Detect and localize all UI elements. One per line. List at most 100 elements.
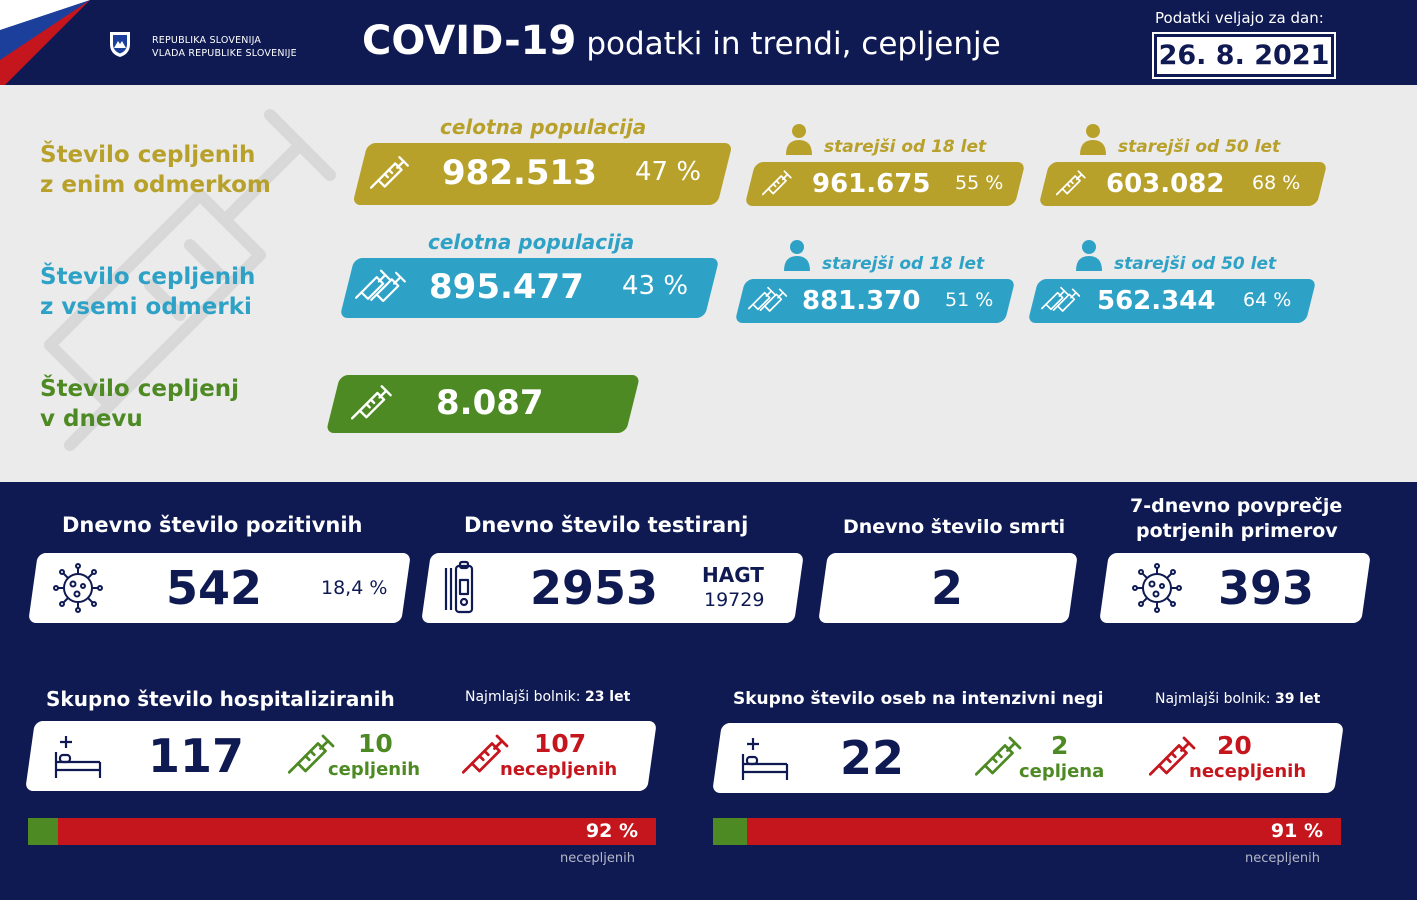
icu-unvaccinated-segment — [747, 818, 1341, 845]
title-bold: COVID-19 — [362, 18, 577, 64]
all-doses-age50-caption: starejši od 50 let — [1114, 254, 1277, 274]
one-dose-total-value: 982.513 — [442, 153, 597, 193]
government-name: REPUBLIKA SLOVENIJA — [152, 35, 262, 46]
one-dose-age18-pill: 961.675 55 % — [744, 162, 1026, 206]
flag-icon — [0, 0, 90, 90]
hospital-bed-icon — [52, 732, 104, 780]
tests-hagt-label: HAGT — [702, 563, 764, 587]
syringe-icon — [748, 284, 788, 318]
all-doses-age18-value: 881.370 — [802, 286, 921, 316]
daily-label-line1: Število cepljenj — [40, 376, 240, 402]
positives-card: 542 18,4 % — [28, 553, 411, 623]
one-dose-total-pill: 982.513 47 % — [352, 143, 733, 205]
syringe-icon — [351, 382, 395, 426]
one-dose-age50-pct: 68 % — [1252, 172, 1301, 194]
government-subtitle: VLADA REPUBLIKE SLOVENIJE — [152, 48, 297, 59]
hospital-unvaccinated-label: necepljenih — [500, 759, 618, 780]
avg7-value: 393 — [1218, 561, 1315, 615]
hospital-unvaccinated-segment — [58, 818, 656, 845]
page-title: COVID-19 podatki in trendi, cepljenje — [362, 18, 1001, 64]
one-dose-total-caption: celotna populacija — [440, 115, 647, 139]
person-icon — [782, 239, 812, 271]
hospital-vaccinated-value: 10 — [358, 729, 393, 758]
positives-pct: 18,4 % — [321, 577, 388, 599]
icu-label: Skupno število oseb na intenzivni negi — [733, 689, 1104, 709]
icu-share-bar: 91 % — [713, 818, 1341, 845]
all-doses-age18-pill: 881.370 51 % — [734, 279, 1016, 323]
virus-icon — [1132, 563, 1182, 613]
icu-vaccinated-segment — [713, 818, 747, 845]
icu-youngest: Najmlajši bolnik: 39 let — [1155, 691, 1320, 707]
daily-value: 8.087 — [436, 383, 544, 423]
hospital-youngest-value: 23 let — [584, 689, 631, 705]
virus-icon — [53, 563, 103, 613]
header: REPUBLIKA SLOVENIJA VLADA REPUBLIKE SLOV… — [0, 0, 1417, 90]
deaths-label: Dnevno število smrti — [843, 516, 1066, 538]
syringe-icon — [975, 733, 1025, 783]
person-icon — [1074, 239, 1104, 271]
syringe-icon — [355, 266, 407, 310]
avg7-label-line2: potrjenih primerov — [1136, 520, 1338, 542]
background-syringe-icon — [44, 109, 336, 451]
all-doses-total-pct: 43 % — [622, 271, 689, 301]
icu-unvaccinated-label: necepljenih — [1189, 761, 1307, 782]
test-kit-icon — [442, 559, 486, 617]
one-dose-age18-caption: starejši od 18 let — [824, 137, 987, 157]
icu-bar-caption: necepljenih — [1245, 851, 1320, 866]
tests-hagt-value: 19729 — [704, 589, 765, 611]
syringe-icon — [1056, 168, 1088, 200]
deaths-value: 2 — [931, 561, 964, 615]
title-rest: podatki in trendi, cepljenje — [586, 26, 1001, 62]
hospital-bed-icon — [739, 734, 791, 782]
hospital-vaccinated-label: cepljenih — [328, 759, 421, 780]
daily-label-line2: v dnevu — [40, 406, 143, 432]
hospital-share-bar: 92 % — [28, 818, 656, 845]
icu-youngest-value: 39 let — [1274, 691, 1321, 707]
positives-label: Dnevno število pozitivnih — [62, 513, 363, 537]
coat-of-arms-icon — [110, 32, 130, 57]
one-dose-label-line2: z enim odmerkom — [40, 172, 271, 198]
icu-vaccinated-value: 2 — [1051, 731, 1069, 760]
all-doses-age18-pct: 51 % — [945, 289, 994, 311]
all-doses-age50-value: 562.344 — [1097, 286, 1216, 316]
hospital-bar-caption: necepljenih — [560, 851, 635, 866]
one-dose-age50-caption: starejši od 50 let — [1118, 137, 1281, 157]
all-doses-total-value: 895.477 — [429, 267, 584, 307]
hospital-vaccinated-segment — [28, 818, 58, 845]
icu-unvaccinated-value: 20 — [1217, 731, 1252, 760]
icu-card: 22 2 cepljena 20 necepljenih — [712, 723, 1344, 793]
one-dose-total-pct: 47 % — [635, 157, 702, 187]
tests-card: 2953 HAGT 19729 — [421, 553, 804, 623]
one-dose-age18-pct: 55 % — [955, 172, 1004, 194]
icu-youngest-label: Najmlajši bolnik: — [1155, 691, 1271, 707]
all-doses-label-line1: Število cepljenih — [40, 264, 256, 290]
hospital-total: 117 — [148, 729, 245, 783]
hospital-label: Skupno število hospitaliziranih — [46, 687, 395, 711]
person-icon — [1078, 123, 1108, 155]
all-doses-age18-caption: starejši od 18 let — [822, 254, 985, 274]
syringe-icon — [762, 168, 794, 200]
icu-total: 22 — [840, 731, 905, 785]
hospital-youngest: Najmlajši bolnik: 23 let — [465, 689, 630, 705]
tests-label: Dnevno število testiranj — [464, 513, 749, 537]
hospital-youngest-label: Najmlajši bolnik: — [465, 689, 581, 705]
date-badge: 26. 8. 2021 — [1152, 32, 1336, 79]
syringe-icon — [1041, 284, 1081, 318]
one-dose-age50-pill: 603.082 68 % — [1038, 162, 1328, 206]
one-dose-age50-value: 603.082 — [1106, 169, 1225, 199]
hospital-unvaccinated-value: 107 — [534, 729, 587, 758]
one-dose-label-line1: Število cepljenih — [40, 142, 256, 168]
deaths-card: 2 — [818, 553, 1078, 623]
vaccination-section: Število cepljenih z enim odmerkom celotn… — [0, 85, 1417, 482]
daily-pill: 8.087 — [325, 375, 641, 433]
all-doses-age50-pct: 64 % — [1243, 289, 1292, 311]
positives-value: 542 — [166, 561, 263, 615]
hospital-share-pct: 92 % — [585, 820, 638, 842]
icu-share-pct: 91 % — [1270, 820, 1323, 842]
all-doses-total-pill: 895.477 43 % — [339, 258, 720, 318]
all-doses-label-line2: z vsemi odmerki — [40, 294, 252, 320]
hospital-card: 117 10 cepljenih 107 necepljenih — [25, 721, 657, 791]
all-doses-age50-pill: 562.344 64 % — [1027, 279, 1317, 323]
avg7-label-line1: 7-dnevno povprečje — [1130, 495, 1343, 517]
valid-date-label: Podatki veljajo za dan: — [1155, 9, 1324, 27]
